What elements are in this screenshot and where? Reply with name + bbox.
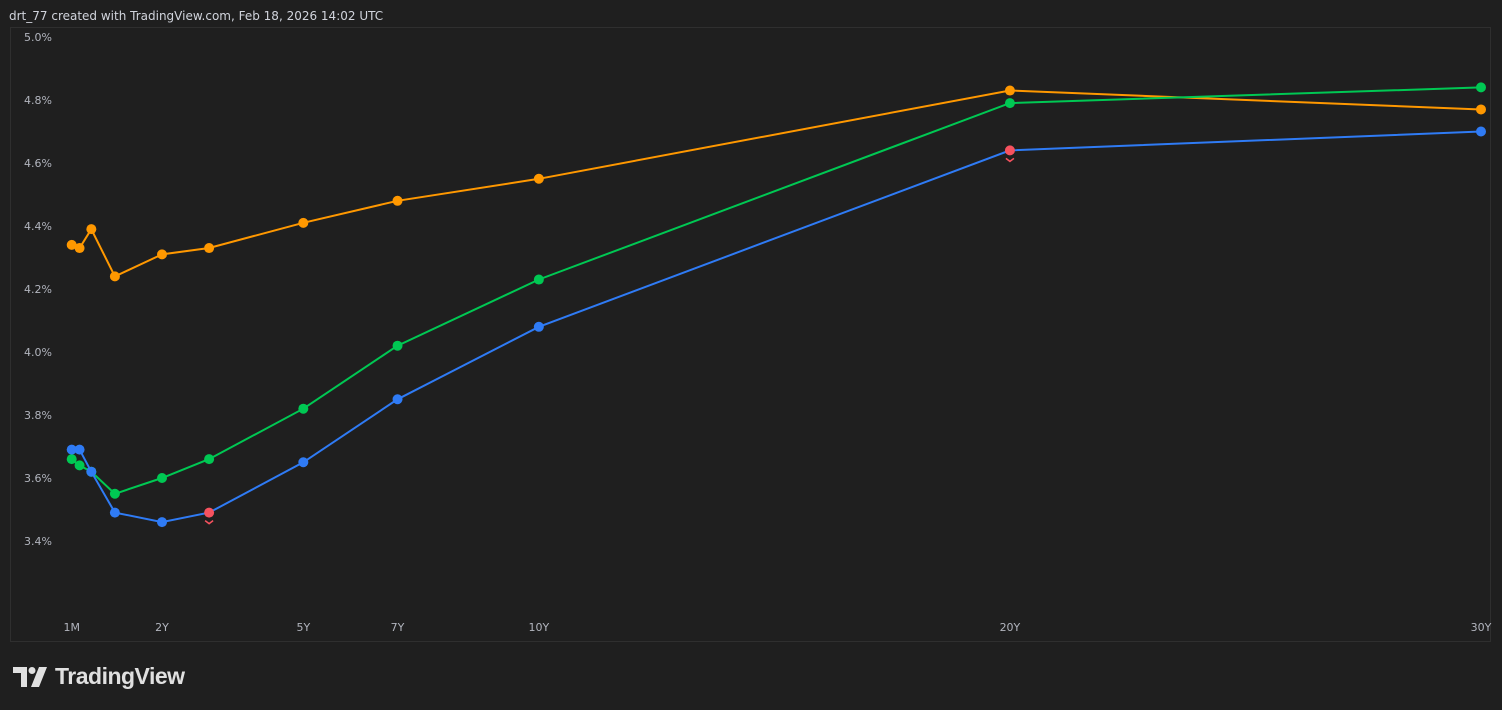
data-point-7Y[interactable]: [392, 195, 403, 206]
y-tick-label: 5.0%: [24, 31, 52, 44]
y-tick-label: 4.4%: [24, 220, 52, 233]
data-point-1Y[interactable]: [109, 507, 120, 518]
y-tick-label: 4.0%: [24, 346, 52, 359]
data-point-3Y[interactable]: [204, 507, 215, 518]
y-tick-label: 4.8%: [24, 94, 52, 107]
x-tick-label: 7Y: [391, 621, 405, 634]
data-point-3Y[interactable]: [204, 454, 215, 465]
x-tick-label: 2Y: [155, 621, 169, 634]
data-point-3M[interactable]: [74, 460, 85, 471]
x-tick-label: 1M: [63, 621, 80, 634]
y-tick-label: 4.6%: [24, 157, 52, 170]
x-tick-label: 20Y: [1000, 621, 1021, 634]
tradingview-logo[interactable]: TradingView: [13, 663, 185, 690]
chevron-down-icon: [1005, 157, 1015, 163]
data-point-10Y[interactable]: [533, 321, 544, 332]
data-point-7Y[interactable]: [392, 340, 403, 351]
x-tick-label: 30Y: [1471, 621, 1492, 634]
data-point-10Y[interactable]: [533, 274, 544, 285]
series-line-0[interactable]: [71, 89, 1482, 278]
data-point-2Y[interactable]: [157, 249, 167, 260]
y-tick-label: 3.4%: [24, 535, 52, 548]
data-point-5Y[interactable]: [298, 217, 309, 228]
data-point-2Y[interactable]: [157, 517, 167, 528]
data-point-20Y[interactable]: [1004, 145, 1015, 156]
x-tick-label: 10Y: [528, 621, 549, 634]
data-point-20Y[interactable]: [1004, 85, 1015, 96]
data-point-7Y[interactable]: [392, 394, 403, 405]
tradingview-logo-text: TradingView: [55, 663, 185, 689]
tradingview-logo-icon: [13, 666, 47, 687]
data-point-5Y[interactable]: [298, 403, 309, 414]
yield-curve-chart[interactable]: 5.0% 4.8% 4.6% 4.4% 4.2% 4.0% 3.8% 3.6% 3.4% 1M 2…: [0, 0, 1502, 660]
data-point-1Y[interactable]: [109, 488, 120, 499]
data-point-2Y[interactable]: [157, 473, 167, 483]
plot-frame: [10, 27, 1491, 642]
data-point-1M[interactable]: [66, 239, 77, 250]
chart-attribution: drt_77 created with TradingView.com, Feb…: [9, 9, 384, 23]
y-tick-label: 3.6%: [24, 472, 52, 485]
y-tick-label: 3.8%: [24, 409, 52, 422]
data-point-10Y[interactable]: [533, 173, 544, 184]
x-tick-label: 5Y: [296, 621, 310, 634]
data-point-3M[interactable]: [74, 444, 85, 455]
data-point-20Y[interactable]: [1004, 98, 1015, 109]
y-tick-label: 4.2%: [24, 283, 52, 296]
data-point-3M[interactable]: [74, 243, 85, 254]
data-point-6M[interactable]: [86, 466, 97, 477]
data-point-1M[interactable]: [66, 454, 77, 465]
data-point-1M[interactable]: [66, 444, 77, 455]
data-point-5Y[interactable]: [298, 457, 309, 468]
chevron-down-icon: [204, 520, 214, 525]
series-line-1[interactable]: [71, 86, 1482, 495]
data-point-6M[interactable]: [86, 224, 97, 235]
data-point-30Y[interactable]: [1475, 126, 1486, 137]
data-point-3Y[interactable]: [204, 243, 215, 254]
data-point-30Y[interactable]: [1475, 104, 1486, 115]
data-point-30Y[interactable]: [1475, 82, 1486, 93]
data-point-1Y[interactable]: [109, 271, 120, 282]
